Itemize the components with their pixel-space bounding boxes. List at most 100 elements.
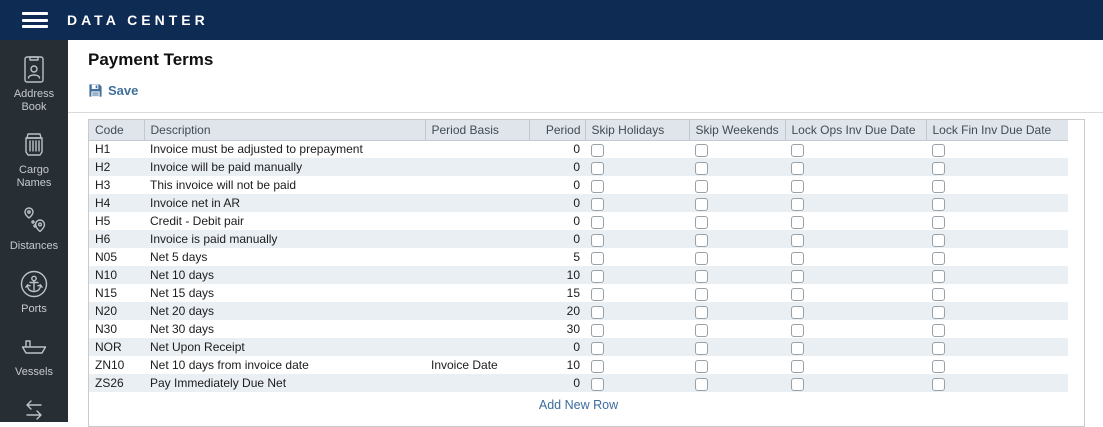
cell-description[interactable]: Credit - Debit pair <box>150 214 245 228</box>
cell-code[interactable]: ZN10 <box>95 358 125 372</box>
lock-ops-inv-due-date-checkbox[interactable] <box>791 179 804 193</box>
cell-description[interactable]: Net 10 days <box>144 266 425 284</box>
hamburger-menu-icon[interactable] <box>22 12 48 28</box>
lock-ops-inv-due-date-checkbox[interactable] <box>791 287 804 301</box>
cell-description[interactable]: Invoice must be adjusted to prepayment <box>150 142 363 157</box>
skip-holidays-checkbox[interactable] <box>591 359 604 373</box>
cell-description[interactable]: This invoice will not be paid <box>150 178 297 192</box>
skip-holidays-checkbox[interactable] <box>591 305 604 319</box>
cell-code[interactable]: N30 <box>95 322 118 336</box>
lock-ops-inv-due-date-checkbox[interactable] <box>791 341 804 355</box>
lock-fin-inv-due-date-checkbox[interactable] <box>932 305 945 319</box>
cell-description[interactable]: Net 20 days <box>144 302 425 320</box>
cell-period-basis[interactable] <box>425 266 529 284</box>
cell-period-basis[interactable] <box>425 194 529 212</box>
lock-fin-inv-due-date-checkbox[interactable] <box>932 341 945 355</box>
cell-period-basis[interactable] <box>425 374 529 392</box>
lock-ops-inv-due-date-checkbox[interactable] <box>791 251 804 265</box>
cell-period-basis[interactable] <box>425 284 529 302</box>
skip-holidays-checkbox[interactable] <box>591 341 604 355</box>
lock-fin-inv-due-date-checkbox[interactable] <box>932 143 945 157</box>
cell-period[interactable]: 30 <box>566 322 580 336</box>
skip-weekends-checkbox[interactable] <box>695 323 708 337</box>
cell-description[interactable]: Invoice will be paid manually <box>144 158 425 176</box>
cell-code[interactable]: H1 <box>95 142 111 157</box>
skip-weekends-checkbox[interactable] <box>695 233 708 247</box>
cell-code[interactable]: H4 <box>89 194 144 212</box>
skip-weekends-checkbox[interactable] <box>695 377 708 391</box>
cell-period-basis[interactable] <box>425 176 529 194</box>
cell-description[interactable]: Net Upon Receipt <box>144 338 425 356</box>
sidebar-item-exchange[interactable] <box>0 395 68 422</box>
skip-holidays-checkbox[interactable] <box>591 251 604 265</box>
cell-period[interactable]: 0 <box>529 338 585 356</box>
lock-ops-inv-due-date-checkbox[interactable] <box>791 305 804 319</box>
cell-period[interactable]: 0 <box>529 158 585 176</box>
lock-fin-inv-due-date-checkbox[interactable] <box>932 251 945 265</box>
cell-description[interactable]: Net 10 days from invoice date <box>150 358 309 372</box>
cell-period-basis[interactable] <box>425 320 529 338</box>
lock-ops-inv-due-date-checkbox[interactable] <box>791 197 804 211</box>
cell-description[interactable]: Net 15 days <box>150 286 215 300</box>
cell-description[interactable]: Invoice net in AR <box>144 194 425 212</box>
lock-fin-inv-due-date-checkbox[interactable] <box>932 233 945 247</box>
cell-period[interactable]: 0 <box>573 214 580 228</box>
cell-code[interactable]: N15 <box>95 286 118 300</box>
cell-code[interactable]: N05 <box>95 250 118 264</box>
cell-period-basis[interactable] <box>425 248 529 266</box>
add-new-row-button[interactable]: Add New Row <box>538 398 619 412</box>
lock-fin-inv-due-date-checkbox[interactable] <box>932 377 945 391</box>
lock-ops-inv-due-date-checkbox[interactable] <box>791 359 804 373</box>
skip-weekends-checkbox[interactable] <box>695 179 708 193</box>
cell-code[interactable]: H5 <box>95 214 111 228</box>
lock-ops-inv-due-date-checkbox[interactable] <box>791 161 804 175</box>
skip-weekends-checkbox[interactable] <box>695 305 708 319</box>
lock-fin-inv-due-date-checkbox[interactable] <box>932 197 945 211</box>
skip-weekends-checkbox[interactable] <box>695 359 708 373</box>
cell-description[interactable]: Net 30 days <box>150 322 215 336</box>
cell-description[interactable]: Pay Immediately Due Net <box>144 374 425 392</box>
skip-holidays-checkbox[interactable] <box>591 323 604 337</box>
skip-weekends-checkbox[interactable] <box>695 143 708 157</box>
cell-description[interactable]: Invoice is paid manually <box>144 230 425 248</box>
cell-code[interactable]: H6 <box>89 230 144 248</box>
sidebar-item-cargo-names[interactable]: Cargo Names <box>0 130 68 190</box>
cell-period-basis[interactable]: Invoice Date <box>431 358 498 372</box>
skip-holidays-checkbox[interactable] <box>591 179 604 193</box>
cell-period[interactable]: 0 <box>529 230 585 248</box>
cell-period[interactable]: 0 <box>573 142 580 157</box>
cell-period[interactable]: 0 <box>573 178 580 192</box>
cell-code[interactable]: H3 <box>95 178 111 192</box>
lock-fin-inv-due-date-checkbox[interactable] <box>932 269 945 283</box>
lock-ops-inv-due-date-checkbox[interactable] <box>791 215 804 229</box>
lock-fin-inv-due-date-checkbox[interactable] <box>932 161 945 175</box>
skip-weekends-checkbox[interactable] <box>695 251 708 265</box>
sidebar-item-vessels[interactable]: Vessels <box>0 332 68 379</box>
cell-period[interactable]: 10 <box>529 266 585 284</box>
cell-code[interactable]: ZS26 <box>89 374 144 392</box>
save-button[interactable]: Save <box>88 83 138 98</box>
lock-fin-inv-due-date-checkbox[interactable] <box>932 215 945 229</box>
skip-weekends-checkbox[interactable] <box>695 197 708 211</box>
lock-ops-inv-due-date-checkbox[interactable] <box>791 143 804 157</box>
skip-holidays-checkbox[interactable] <box>591 287 604 301</box>
cell-period[interactable]: 20 <box>529 302 585 320</box>
skip-holidays-checkbox[interactable] <box>591 377 604 391</box>
cell-period[interactable]: 0 <box>529 374 585 392</box>
skip-holidays-checkbox[interactable] <box>591 161 604 175</box>
cell-period[interactable]: 5 <box>573 250 580 264</box>
skip-weekends-checkbox[interactable] <box>695 215 708 229</box>
cell-period-basis[interactable] <box>425 140 529 158</box>
lock-ops-inv-due-date-checkbox[interactable] <box>791 323 804 337</box>
cell-period[interactable]: 15 <box>566 286 580 300</box>
cell-period[interactable]: 0 <box>529 194 585 212</box>
lock-ops-inv-due-date-checkbox[interactable] <box>791 233 804 247</box>
skip-holidays-checkbox[interactable] <box>591 143 604 157</box>
skip-holidays-checkbox[interactable] <box>591 197 604 211</box>
cell-period-basis[interactable] <box>425 212 529 230</box>
skip-holidays-checkbox[interactable] <box>591 269 604 283</box>
lock-fin-inv-due-date-checkbox[interactable] <box>932 287 945 301</box>
sidebar-item-ports[interactable]: Ports <box>0 269 68 316</box>
lock-ops-inv-due-date-checkbox[interactable] <box>791 377 804 391</box>
lock-fin-inv-due-date-checkbox[interactable] <box>932 359 945 373</box>
